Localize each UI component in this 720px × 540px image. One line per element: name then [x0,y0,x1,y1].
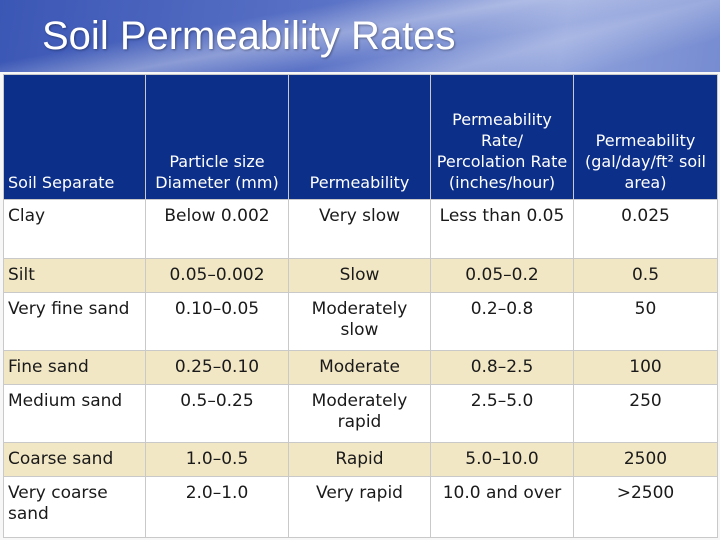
cell-permeability-gal: 50 [573,292,718,351]
cell-particle-size: 0.05–0.002 [145,258,289,293]
cell-soil-separate: Clay [3,199,146,259]
header-percolation-rate: Permeability Rate/ Percolation Rate (inc… [430,74,574,200]
header-row: Soil Separate Particle size Diameter (mm… [3,74,718,200]
header-permeability: Permeability [288,74,431,200]
cell-permeability-gal: 250 [573,384,718,443]
cell-soil-separate: Very fine sand [3,292,146,351]
header-soil-separate: Soil Separate [3,74,146,200]
cell-permeability: Moderately slow [288,292,431,351]
header-permeability-gal: Permeability (gal/day/ft² soil area) [573,74,718,200]
cell-permeability: Moderate [288,350,431,385]
cell-percolation-rate: 0.8–2.5 [430,350,574,385]
cell-permeability: Very slow [288,199,431,259]
table-row: Coarse sand 1.0–0.5 Rapid 5.0–10.0 2500 [3,442,718,477]
cell-particle-size: 0.5–0.25 [145,384,289,443]
cell-permeability-gal: >2500 [573,476,718,538]
cell-permeability-gal: 2500 [573,442,718,477]
cell-soil-separate: Very coarse sand [3,476,146,538]
cell-soil-separate: Coarse sand [3,442,146,477]
cell-particle-size: 0.25–0.10 [145,350,289,385]
table-row: Very coarse sand 2.0–1.0 Very rapid 10.0… [3,476,718,538]
permeability-table: Soil Separate Particle size Diameter (mm… [3,74,718,538]
cell-percolation-rate: 0.2–0.8 [430,292,574,351]
cell-permeability: Slow [288,258,431,293]
cell-permeability-gal: 0.5 [573,258,718,293]
cell-percolation-rate: 5.0–10.0 [430,442,574,477]
cell-percolation-rate: Less than 0.05 [430,199,574,259]
slide-title: Soil Permeability Rates [42,14,456,58]
table-row: Clay Below 0.002 Very slow Less than 0.0… [3,199,718,259]
table-row: Silt 0.05–0.002 Slow 0.05–0.2 0.5 [3,258,718,293]
cell-soil-separate: Silt [3,258,146,293]
cell-particle-size: Below 0.002 [145,199,289,259]
cell-soil-separate: Fine sand [3,350,146,385]
cell-particle-size: 0.10–0.05 [145,292,289,351]
cell-permeability: Rapid [288,442,431,477]
table-row: Fine sand 0.25–0.10 Moderate 0.8–2.5 100 [3,350,718,385]
cell-percolation-rate: 2.5–5.0 [430,384,574,443]
table-row: Medium sand 0.5–0.25 Moderately rapid 2.… [3,384,718,443]
cell-percolation-rate: 10.0 and over [430,476,574,538]
background-streaks [0,0,720,80]
cell-permeability-gal: 100 [573,350,718,385]
cell-soil-separate: Medium sand [3,384,146,443]
cell-permeability: Very rapid [288,476,431,538]
cell-particle-size: 2.0–1.0 [145,476,289,538]
cell-percolation-rate: 0.05–0.2 [430,258,574,293]
cell-permeability: Moderately rapid [288,384,431,443]
cell-particle-size: 1.0–0.5 [145,442,289,477]
cell-permeability-gal: 0.025 [573,199,718,259]
table-row: Very fine sand 0.10–0.05 Moderately slow… [3,292,718,351]
header-particle-size: Particle size Diameter (mm) [145,74,289,200]
